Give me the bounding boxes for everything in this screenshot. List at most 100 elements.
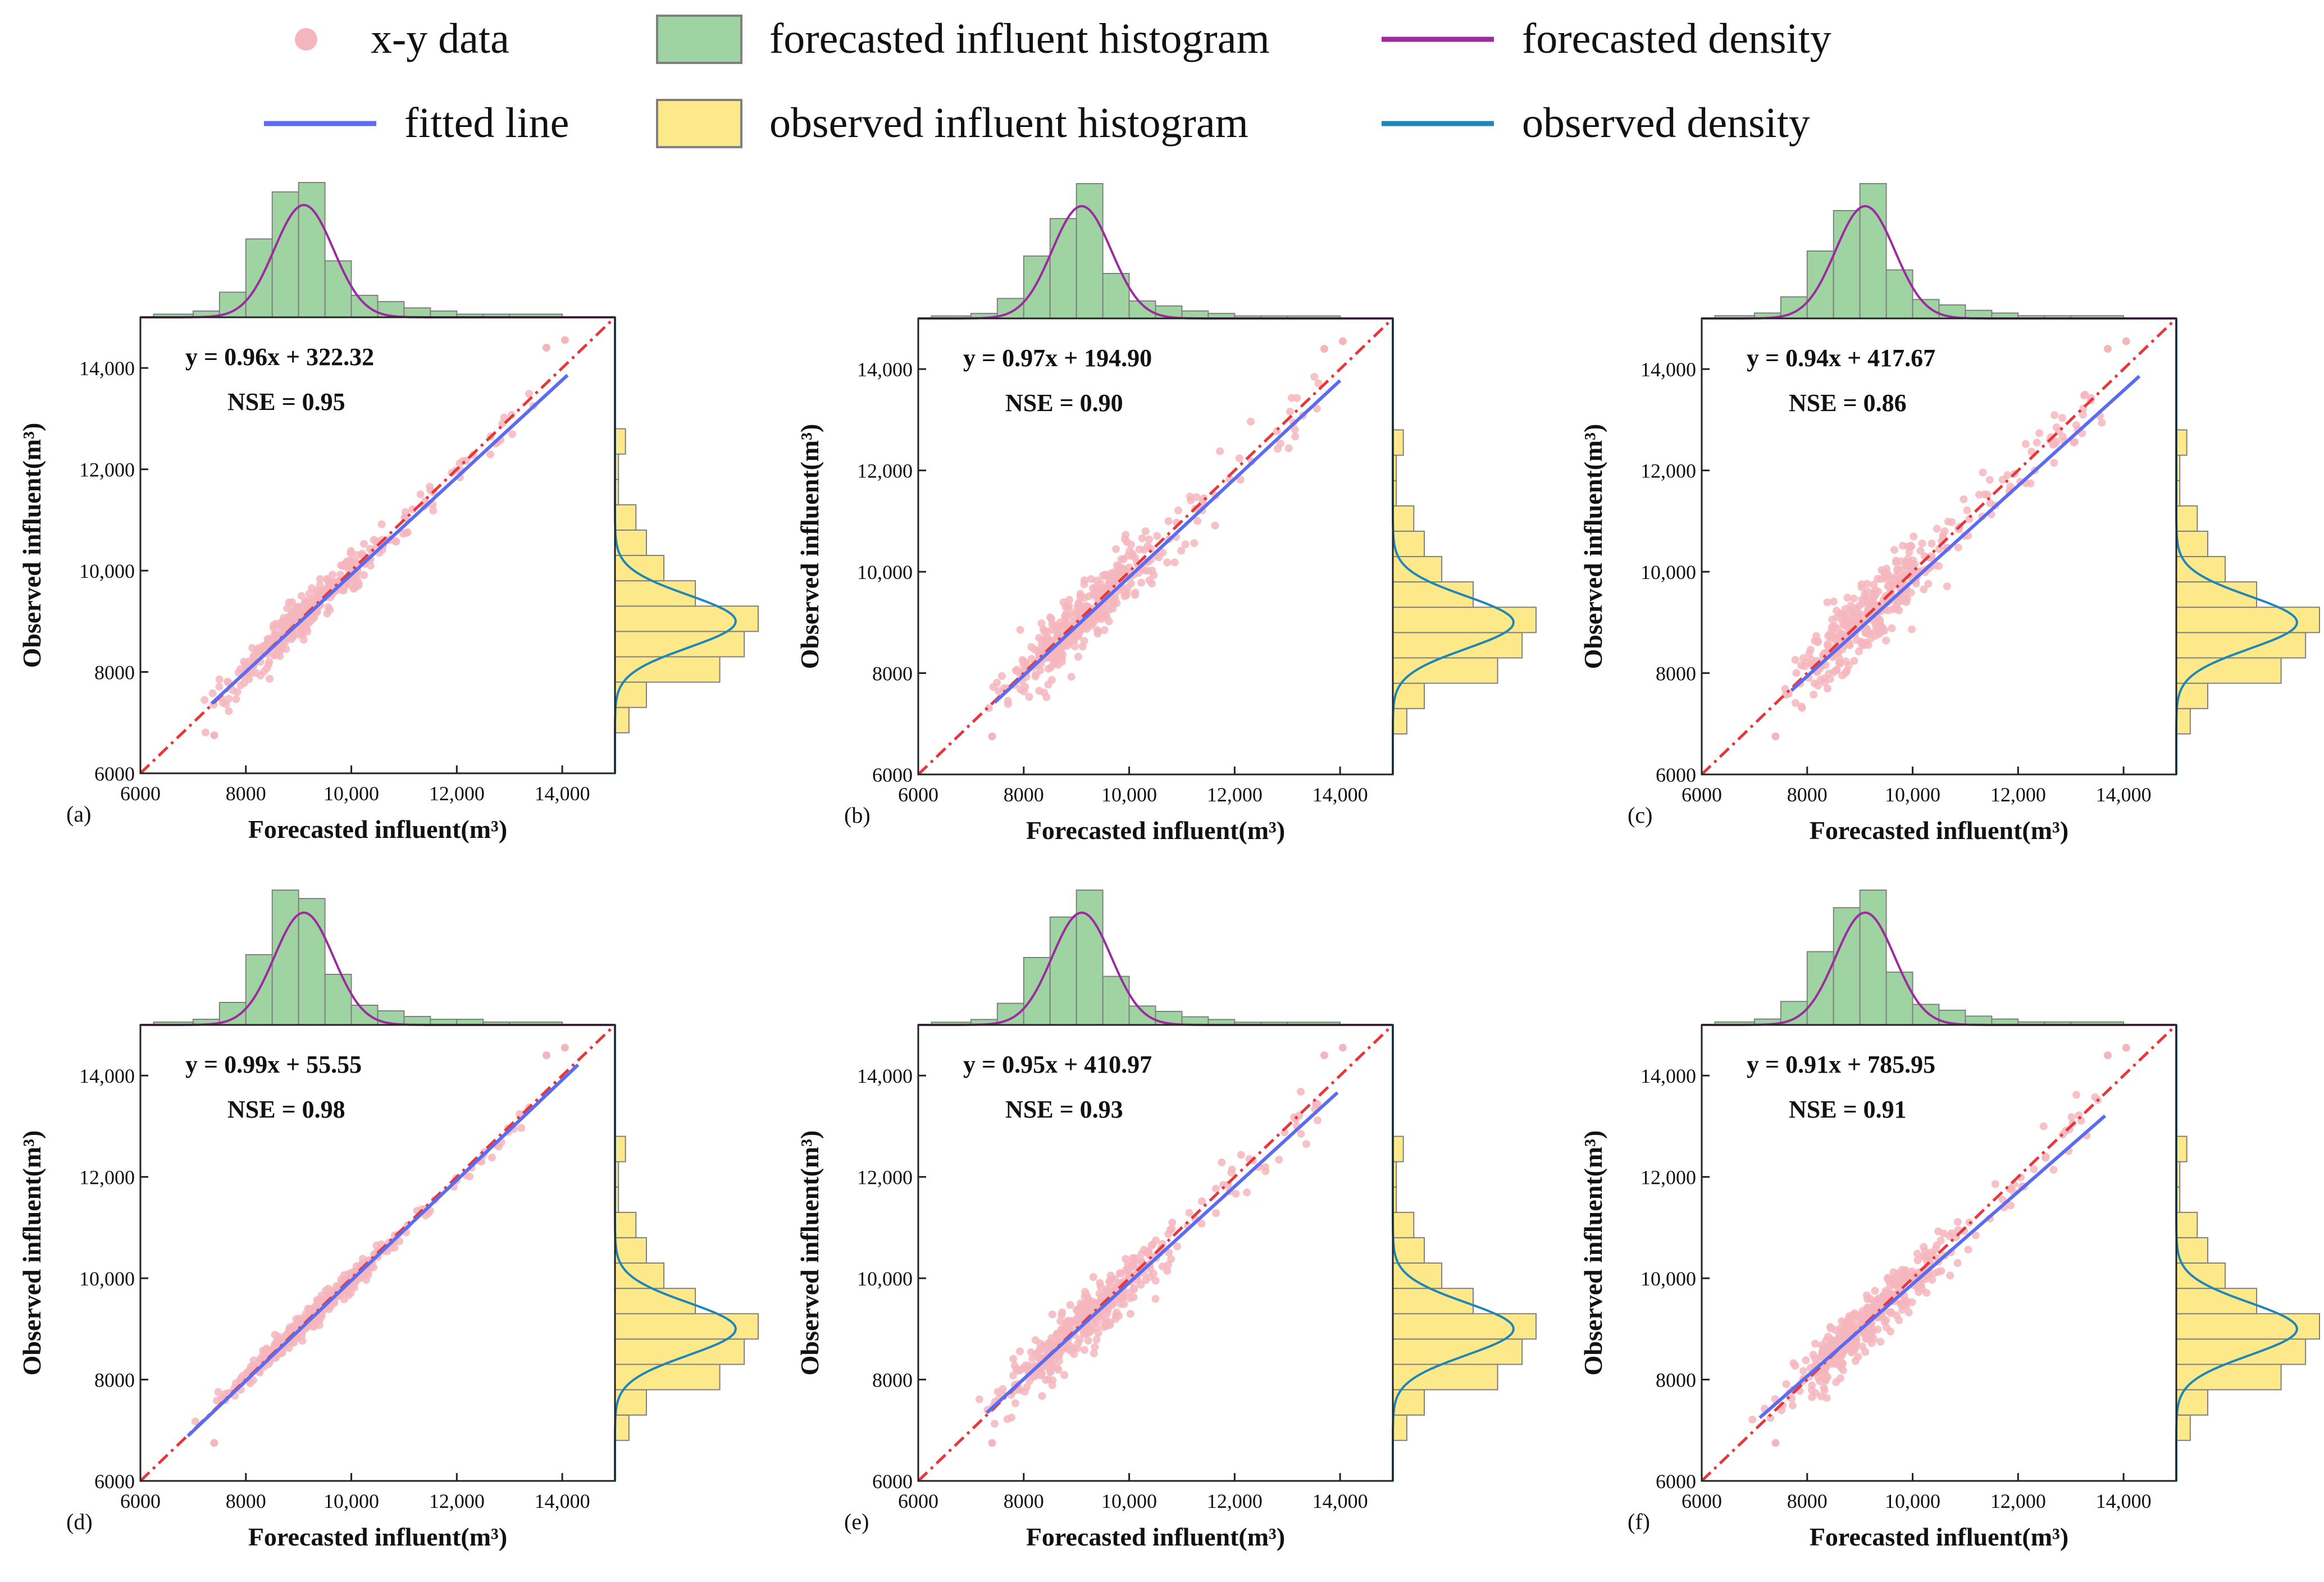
scatter-point <box>1066 1347 1074 1355</box>
scatter-point <box>1836 660 1844 668</box>
scatter-point <box>1297 1129 1305 1138</box>
y-axis-label: Observed influent(m³) <box>17 423 46 668</box>
scatter-point <box>288 598 297 607</box>
scatter-point <box>1190 539 1199 548</box>
scatter-point <box>1166 1225 1174 1234</box>
scatter-point <box>1792 669 1801 677</box>
x-axis-label: Forecasted influent(m³) <box>248 815 507 844</box>
scatter-point <box>243 1369 251 1377</box>
scatter-point <box>1060 1371 1069 1379</box>
legend-label: forecasted influent histogram <box>769 15 1270 62</box>
scatter-point <box>1954 544 1962 552</box>
fitted-line <box>1758 1114 2107 1419</box>
scatter-point <box>517 1124 526 1132</box>
scatter-point <box>200 696 209 704</box>
scatter-point <box>340 1295 348 1303</box>
scatter-point <box>1830 622 1839 630</box>
x-axis-label: Forecasted influent(m³) <box>1026 1522 1285 1551</box>
scatter-point <box>1043 627 1052 636</box>
scatter-point <box>1940 527 1949 535</box>
forecast-hist-bar <box>1076 890 1104 1025</box>
scatter-point <box>1823 598 1831 607</box>
scatter-point <box>1193 517 1202 525</box>
scatter-point <box>214 1388 222 1396</box>
scatter-series <box>985 337 1347 741</box>
scatter-point <box>1871 1287 1879 1295</box>
scatter-point <box>1934 1268 1942 1276</box>
scatter-point <box>1261 1163 1269 1171</box>
plot-area <box>1702 318 2176 774</box>
fit-equation: y = 0.95x + 410.97 <box>963 1051 1152 1078</box>
scatter-point <box>287 1324 295 1333</box>
scatter-point <box>210 731 218 740</box>
observed-hist-bar <box>1392 657 1498 684</box>
observed-hist-bar <box>614 1211 637 1238</box>
scatter-point <box>1186 493 1194 501</box>
scatter-point <box>1821 1376 1830 1385</box>
scatter-point <box>1338 337 1347 345</box>
scatter-point <box>352 1262 361 1270</box>
scatter-point <box>1871 632 1880 640</box>
panel: 6000 8000 10,000 12,000 14,000 6000 8000 10,000… <box>1579 183 2320 845</box>
forecast-hist-bar <box>1859 183 1887 319</box>
scatter-point <box>1232 1189 1240 1198</box>
scatter-point <box>1004 696 1012 705</box>
legend-label: forecasted density <box>1522 15 1831 62</box>
scatter-point <box>1320 1051 1328 1060</box>
legend-item: forecasted density <box>1382 15 1831 62</box>
scatter-point <box>1089 1273 1097 1281</box>
scatter-point <box>1791 656 1799 664</box>
observed-hist-bar <box>614 656 721 683</box>
fitted-line <box>994 379 1342 704</box>
x-tick-label: 8000 <box>226 782 266 805</box>
x-tick-label: 14,000 <box>1313 783 1368 806</box>
nse-value: NSE = 0.90 <box>1005 389 1123 417</box>
observed-hist-bar <box>1392 708 1407 735</box>
panel-label: (b) <box>844 803 871 828</box>
scatter-point <box>1854 647 1863 655</box>
x-axis-label: Forecasted influent(m³) <box>1026 816 1285 845</box>
observed-hist-bar <box>614 428 626 455</box>
scatter-point <box>249 1376 257 1384</box>
scatter-point <box>2035 429 2044 437</box>
scatter-point <box>2050 459 2058 467</box>
scatter-point <box>500 413 508 422</box>
scatter-point <box>998 672 1006 680</box>
right-marginal <box>614 317 759 773</box>
scatter-point <box>1851 1357 1860 1365</box>
fitted-line <box>186 1063 580 1438</box>
scatter-point <box>1297 1088 1305 1096</box>
legend-item: observed density <box>1382 99 1810 147</box>
fit-equation: y = 0.91x + 785.95 <box>1747 1051 1935 1078</box>
scatter-point <box>525 390 533 398</box>
forecast-hist-bar <box>1049 218 1077 319</box>
observed-hist-bar <box>2176 1338 2307 1365</box>
observed-hist-bar <box>2176 1136 2188 1162</box>
scatter-point <box>1019 657 1028 665</box>
scatter-point <box>236 665 245 673</box>
scatter-point <box>1808 1386 1816 1394</box>
scatter-point <box>1054 1364 1061 1373</box>
top-marginal <box>1702 890 2176 1026</box>
scatter-point <box>1928 1275 1936 1284</box>
x-tick-label: 10,000 <box>1101 783 1157 806</box>
scatter-point <box>1943 582 1951 591</box>
scatter-point <box>1037 1369 1046 1378</box>
scatter-point <box>1811 1339 1819 1348</box>
scatter-point <box>2033 439 2041 447</box>
legend-item: fitted line <box>264 99 569 147</box>
scatter-point <box>1010 1361 1019 1370</box>
scatter-point <box>1212 1209 1220 1218</box>
right-marginal <box>1392 1025 1537 1481</box>
scatter-point <box>377 520 386 528</box>
scatter-point <box>1130 1285 1138 1294</box>
scatter-point <box>1104 1292 1113 1300</box>
scatter-point <box>1110 600 1118 608</box>
scatter-point <box>1016 626 1024 634</box>
x-tick-label: 14,000 <box>535 782 590 805</box>
scatter-point <box>1164 1261 1172 1269</box>
scatter-point <box>2006 482 2015 491</box>
y-axis-label: Observed influent(m³) <box>17 1130 46 1376</box>
scatter-point <box>1908 1267 1916 1275</box>
scatter-point <box>278 1348 286 1357</box>
